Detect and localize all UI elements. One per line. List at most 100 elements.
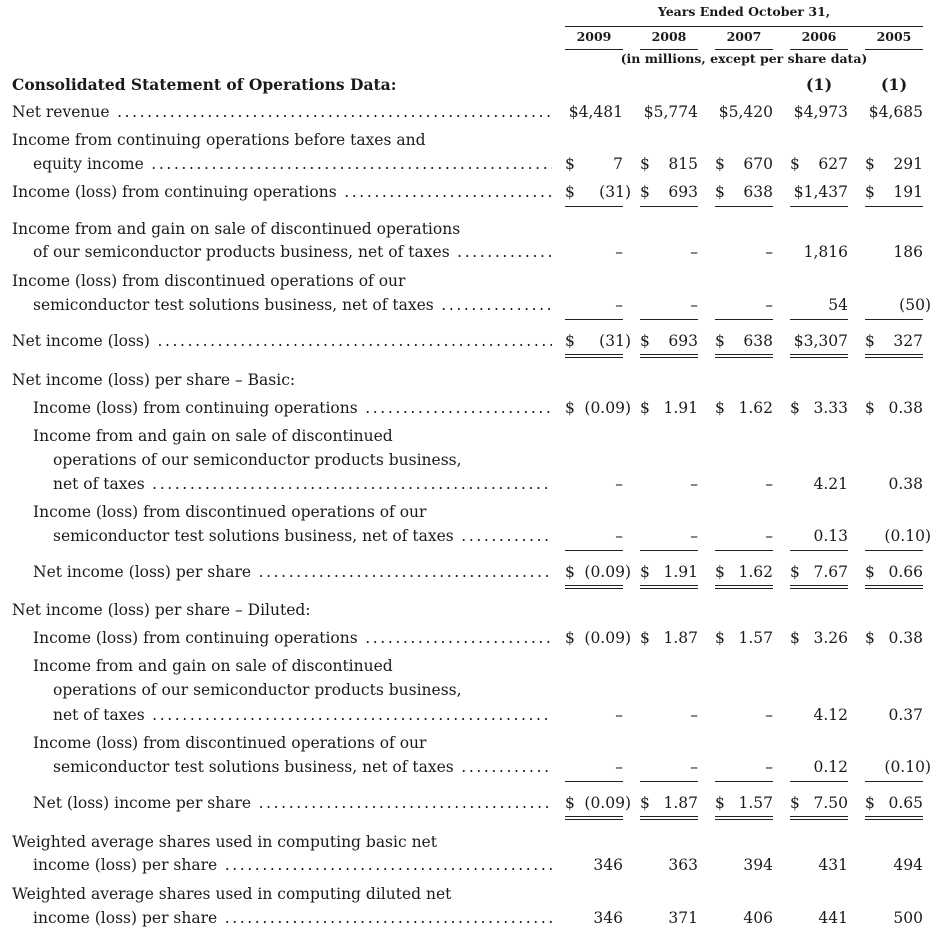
value: $4,685 — [868, 103, 923, 121]
row-label: of our semiconductor products business, … — [33, 240, 552, 264]
row-label: Income from continuing operations before… — [12, 128, 540, 152]
dot-leader: ........................................… — [117, 103, 552, 121]
table-row: Income (loss) from discontinued operatio… — [0, 731, 940, 755]
table-row: Net income (loss) ......................… — [0, 329, 940, 358]
value: 0.37 — [888, 706, 923, 724]
value-cell: 363 — [640, 853, 698, 877]
row-label: Weighted average shares used in computin… — [12, 882, 540, 906]
value: 7.50 — [813, 794, 848, 812]
value: 0.38 — [888, 475, 923, 493]
table-row: Net income (loss) per share ............… — [0, 560, 940, 589]
row-label-text: Income (loss) from continuing operations — [33, 629, 358, 647]
footnote-marker: (1) — [805, 75, 833, 94]
row-label-text: Income from and gain on sale of disconti… — [33, 657, 393, 675]
table-row: Weighted average shares used in computin… — [0, 882, 940, 906]
row-label-text: Net (loss) income per share — [33, 794, 252, 812]
row-label-text: Weighted average shares used in computin… — [12, 833, 437, 851]
table-row: Income (loss) from continuing operations… — [0, 180, 940, 207]
table-row: Income (loss) from continuing operations… — [0, 626, 940, 650]
single-underline — [640, 206, 698, 207]
row-label: Income (loss) from discontinued operatio… — [12, 269, 540, 293]
year-rule — [640, 49, 698, 50]
row-label: Net revenue ............................… — [12, 100, 552, 124]
value-cell: 494 — [865, 853, 923, 877]
value: $5,774 — [643, 103, 698, 121]
value-cell: $4,685 — [865, 100, 923, 124]
table-row: Income from and gain on sale of disconti… — [0, 424, 940, 448]
row-label-text: Income from and gain on sale of disconti… — [33, 427, 393, 445]
value: 346 — [593, 856, 623, 874]
value-cell: – — [565, 293, 623, 317]
row-label-text: semiconductor test solutions business, n… — [53, 758, 454, 776]
row-label: semiconductor test solutions business, n… — [53, 524, 552, 548]
value-cell: $ (31) — [565, 180, 631, 204]
value-cell: $693 — [640, 329, 698, 353]
dollar-sign: $ — [640, 155, 650, 173]
row-label: Income (loss) from discontinued operatio… — [33, 731, 540, 755]
value-cell: (0.10) — [865, 524, 931, 548]
value-cell: 0.12 — [790, 755, 848, 779]
value: 670 — [743, 155, 773, 173]
value: – — [690, 243, 698, 261]
dollar-sign: $ — [565, 629, 575, 647]
row-label-text: income (loss) per share — [33, 909, 218, 927]
value-cell: – — [715, 293, 773, 317]
dollar-sign: $ — [865, 332, 875, 350]
single-underline — [715, 319, 773, 320]
single-underline — [715, 550, 773, 551]
value: 1.62 — [738, 399, 773, 417]
value: 0.38 — [888, 629, 923, 647]
double-underline — [715, 354, 773, 358]
value-cell: – — [715, 472, 773, 496]
value-cell: – — [565, 472, 623, 496]
value-cell: – — [715, 524, 773, 548]
value: 394 — [743, 856, 773, 874]
value: 627 — [818, 155, 848, 173]
value: $3,307 — [793, 332, 848, 350]
value: – — [690, 758, 698, 776]
value-cell: $0.38 — [865, 626, 923, 650]
year-header: 2006 — [801, 29, 837, 44]
row-label: Weighted average shares used in computin… — [12, 830, 540, 854]
value: 4.21 — [813, 475, 848, 493]
value-cell: $1.91 — [640, 560, 698, 584]
dollar-sign: $ — [640, 183, 650, 201]
dot-leader: ........................................… — [461, 527, 552, 545]
dollar-sign: $ — [715, 794, 725, 812]
table-row: income (loss) per share ................… — [0, 906, 940, 930]
section-title: Consolidated Statement of Operations Dat… — [12, 75, 397, 94]
single-underline — [715, 206, 773, 207]
dot-leader: ........................................… — [151, 155, 552, 173]
row-label: net of taxes ...........................… — [53, 472, 552, 496]
dollar-sign: $ — [790, 794, 800, 812]
value: (0.09) — [584, 399, 631, 417]
dollar-sign: $ — [865, 155, 875, 173]
row-label-text: income (loss) per share — [33, 856, 218, 874]
value: 3.33 — [813, 399, 848, 417]
row-label: Net (loss) income per share ............… — [33, 791, 552, 815]
row-label: Income (loss) from discontinued operatio… — [33, 500, 540, 524]
table-row: Income (loss) from discontinued operatio… — [0, 500, 940, 524]
value-cell: $7.50 — [790, 791, 848, 815]
value: – — [765, 296, 773, 314]
row-label: operations of our semiconductor products… — [53, 678, 540, 702]
dollar-sign: $ — [790, 155, 800, 173]
single-underline — [865, 550, 923, 551]
row-label-text: Income (loss) from discontinued operatio… — [33, 734, 427, 752]
double-underline — [565, 354, 623, 358]
dollar-sign: $ — [865, 563, 875, 581]
value-cell: $191 — [865, 180, 923, 204]
value: – — [765, 475, 773, 493]
row-label: Income from and gain on sale of disconti… — [33, 654, 540, 678]
value-cell: $291 — [865, 152, 923, 176]
value: – — [615, 706, 623, 724]
table-row: operations of our semiconductor products… — [0, 448, 940, 472]
table-row: equity income ..........................… — [0, 152, 940, 176]
value: (0.10) — [884, 758, 931, 776]
dot-leader: ........................................… — [258, 794, 552, 812]
single-underline — [565, 550, 623, 551]
value: 346 — [593, 909, 623, 927]
row-label-text: semiconductor test solutions business, n… — [33, 296, 434, 314]
value: (0.09) — [584, 794, 631, 812]
value-cell: 431 — [790, 853, 848, 877]
